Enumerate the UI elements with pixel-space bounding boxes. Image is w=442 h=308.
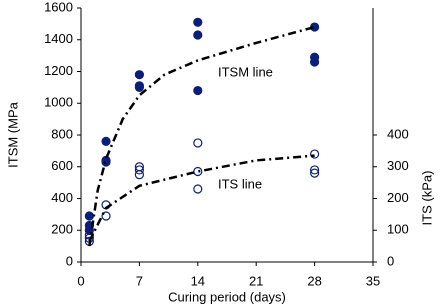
x-tick-label: 28 [307,273,321,288]
y2-tick-label: 0 [387,253,394,268]
trend-line [88,25,315,247]
point [134,82,144,92]
y-tick-label: 0 [66,253,73,268]
point [134,165,144,175]
y-tick-label: 1000 [44,95,73,110]
y-axis-title: ITSM (MPa [5,101,20,167]
y-tick-label: 1200 [44,63,73,78]
point [193,184,203,194]
point [134,70,144,80]
x-tick-label: 21 [249,273,263,288]
x-tick-label: 35 [366,273,380,288]
x-tick-label: 7 [136,273,143,288]
trend-line [88,154,315,242]
y-tick-label: 800 [51,126,73,141]
point [310,165,320,175]
point [193,30,203,40]
point [134,170,144,180]
y2-tick-label: 100 [387,222,409,237]
y-tick-label: 1600 [44,0,73,14]
annotation: ITS line [218,176,262,191]
point [101,136,111,146]
y2-tick-label: 200 [387,190,409,205]
point [193,166,203,177]
point [310,149,320,159]
point [193,138,203,148]
y-tick-label: 600 [51,158,73,173]
point [310,168,320,178]
x-tick-label: 0 [77,273,84,288]
y-tick-label: 1400 [44,31,73,46]
point [310,57,320,67]
point [193,17,203,27]
point [84,211,94,221]
y2-tick-label: 300 [387,158,409,173]
point [101,211,111,221]
x-tick-label: 14 [191,273,205,288]
y-tick-label: 200 [51,222,73,237]
y2-axis-title: ITS (kPa) [419,171,434,226]
point [193,85,203,96]
x-axis-title: Curing period (days) [168,289,286,304]
y-tick-label: 400 [51,190,73,205]
annotation: ITSM line [218,64,273,79]
y2-tick-label: 400 [387,126,409,141]
